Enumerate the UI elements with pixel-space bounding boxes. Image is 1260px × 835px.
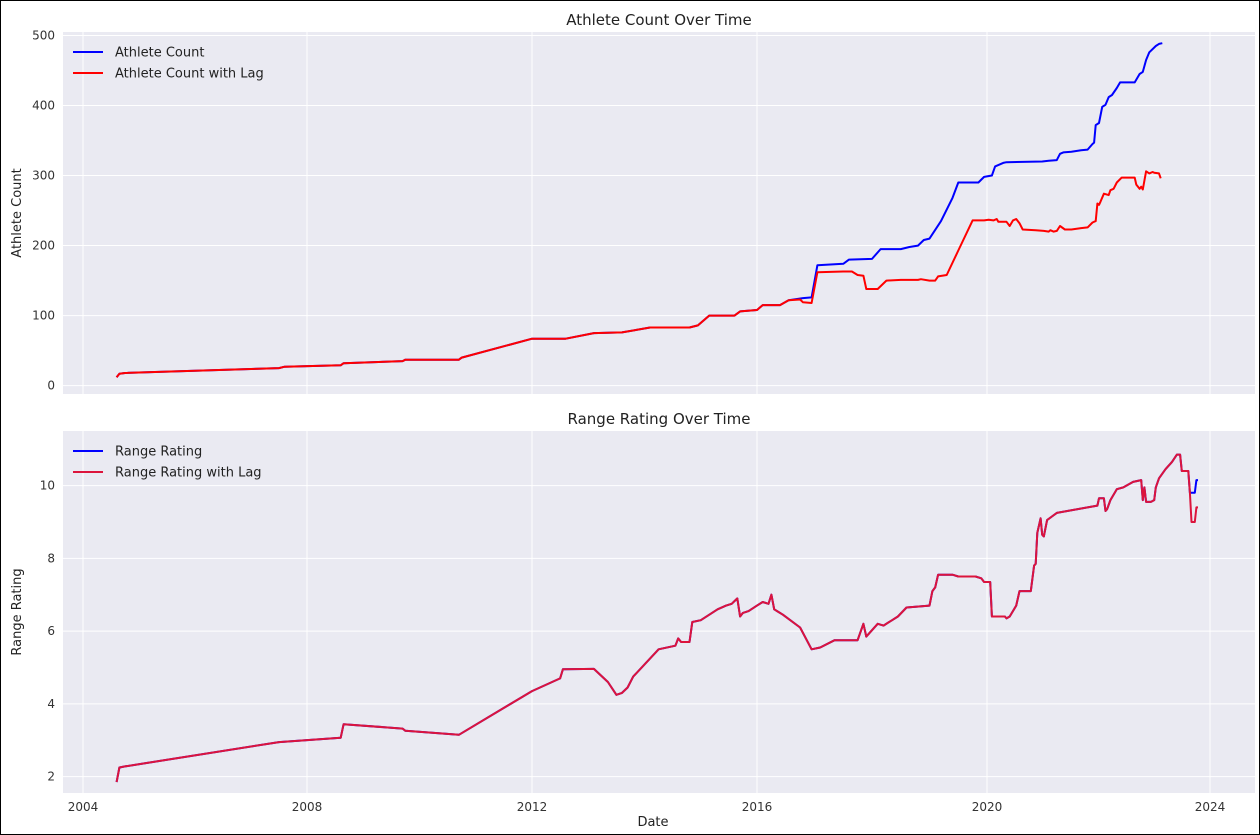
x-tick-label: 2020 xyxy=(972,800,1003,814)
y-tick-label: 400 xyxy=(32,99,55,113)
x-axis-title: Date xyxy=(637,815,668,830)
x-tick-label: 2024 xyxy=(1195,800,1226,814)
legend-label-athlete-count-with-lag: Athlete Count with Lag xyxy=(115,67,264,82)
x-tick-label: 2004 xyxy=(68,800,99,814)
x-tick-label: 2012 xyxy=(517,800,548,814)
y-axis-title: Range Rating xyxy=(10,568,25,655)
series-line-athlete-count-with-lag xyxy=(115,170,1162,378)
y-tick-label: 8 xyxy=(47,551,55,565)
legend-label-range-rating: Range Rating xyxy=(115,445,202,460)
legend: Range Rating Range Rating with Lag xyxy=(73,445,262,481)
legend-label-athlete-count: Athlete Count xyxy=(115,46,204,61)
y-tick-label: 200 xyxy=(32,239,55,253)
y-tick-label: 0 xyxy=(47,379,55,393)
chart-title: Range Rating Over Time xyxy=(568,410,751,428)
y-tick-label: 4 xyxy=(47,697,55,711)
plot-area xyxy=(63,431,1255,793)
panel-athlete-count: 0 100 200 300 400 500 Athlete Count Over Time A… xyxy=(10,11,1255,394)
y-tick-label: 500 xyxy=(32,29,55,43)
chart-title: Athlete Count Over Time xyxy=(566,11,752,29)
y-tick-label: 300 xyxy=(32,169,55,183)
panel-range-rating: 2 4 6 8 10 2004 2008 2012 2016 2020 2024 Range Rati… xyxy=(10,410,1255,830)
y-tick-label: 10 xyxy=(40,479,55,493)
y-tick-label: 2 xyxy=(47,770,55,784)
y-tick-label: 6 xyxy=(47,624,55,638)
y-tick-label: 100 xyxy=(32,309,55,323)
legend: Athlete Count Athlete Count with Lag xyxy=(73,46,264,82)
x-tick-label: 2008 xyxy=(292,800,323,814)
y-axis-title: Athlete Count xyxy=(10,168,25,257)
x-tick-label: 2016 xyxy=(742,800,773,814)
series-line-range-rating-with-lag xyxy=(115,453,1198,783)
plot-area xyxy=(63,32,1255,394)
legend-label-range-rating-with-lag: Range Rating with Lag xyxy=(115,466,262,481)
